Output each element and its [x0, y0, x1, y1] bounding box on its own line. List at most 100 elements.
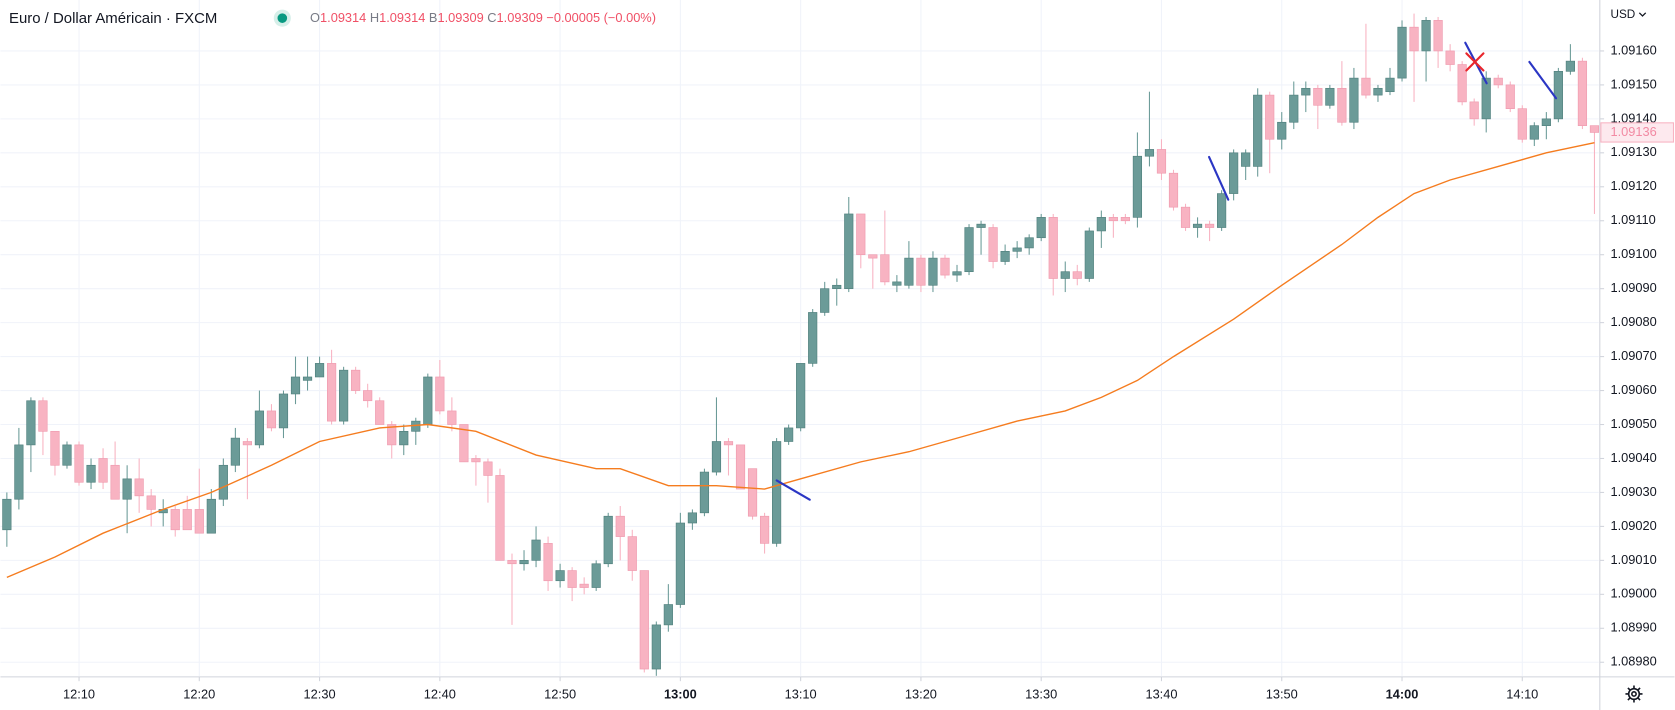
candle-body: [1229, 152, 1239, 194]
currency-label[interactable]: USD: [1610, 8, 1635, 21]
candle-body: [675, 522, 685, 605]
candle-body: [387, 424, 397, 446]
y-tick-label: 1.09120: [1610, 178, 1656, 193]
candle-body: [808, 312, 818, 364]
candle-body: [1409, 26, 1419, 52]
candle-body: [254, 410, 265, 446]
y-tick-label: 1.09050: [1610, 416, 1656, 431]
candle-body: [880, 254, 890, 283]
x-tick-label: 13:50: [1266, 686, 1298, 701]
x-tick-label: 13:40: [1145, 686, 1177, 701]
candle-body: [326, 363, 337, 422]
y-tick-label: 1.09110: [1610, 212, 1655, 227]
candle-body: [735, 444, 746, 490]
header-value: 1.09309: [437, 11, 483, 26]
candle-body: [916, 257, 926, 286]
candle-body: [579, 583, 589, 588]
candle-body: [1421, 20, 1431, 52]
axes: 1.08980 1.08990 1.09000 1.09010 1.09020 1.090…: [63, 42, 1675, 701]
candle-body: [1108, 217, 1118, 222]
candle-body: [98, 458, 108, 483]
y-tick-label: 1.09160: [1610, 42, 1656, 57]
y-tick-label: 1.09100: [1610, 246, 1656, 261]
candle-body: [868, 254, 878, 259]
candle-body: [1156, 149, 1167, 174]
trend-line: [1207, 155, 1230, 201]
candle-body: [1204, 223, 1215, 228]
candle-body: [531, 539, 541, 561]
candle-body: [1397, 26, 1407, 79]
candle-body: [1289, 94, 1299, 123]
candle-body: [519, 560, 529, 565]
candle-body: [447, 410, 457, 425]
y-tick-label: 1.09130: [1610, 144, 1656, 159]
candle-body: [134, 478, 144, 497]
candle-body: [266, 410, 277, 429]
candle-body: [62, 444, 72, 466]
x-tick-label: 14:00: [1386, 686, 1419, 701]
candle-body: [1265, 94, 1275, 140]
candle-body: [1241, 152, 1251, 167]
candle-body: [170, 509, 180, 531]
header-change: −0.00005 (−0.00%): [546, 11, 656, 26]
candle-body: [218, 464, 228, 500]
y-tick-label: 1.08990: [1610, 620, 1656, 635]
candle-body: [1565, 60, 1575, 72]
header-key: H: [370, 11, 379, 26]
candle-body: [351, 369, 361, 391]
y-tick-label: 1.09070: [1610, 348, 1656, 363]
candle-body: [399, 430, 409, 446]
candle-body: [278, 393, 289, 429]
candle-body: [796, 363, 806, 429]
candle-body: [423, 376, 433, 425]
settings-icon[interactable]: [1625, 685, 1643, 703]
y-tick-label: 1.09140: [1610, 110, 1656, 125]
x-tick-label: 12:40: [424, 686, 456, 701]
y-tick-label: 1.09080: [1610, 314, 1656, 329]
candle-body: [14, 444, 24, 500]
y-tick-label: 1.09010: [1610, 552, 1656, 567]
y-tick-label: 1.09150: [1610, 76, 1656, 91]
candle-body: [603, 515, 613, 565]
candle-body: [663, 604, 673, 626]
candle-body: [1577, 60, 1588, 126]
x-tick-label: 12:30: [304, 686, 336, 701]
candle-body: [1024, 237, 1034, 249]
candle-body: [182, 509, 192, 531]
candle-body: [784, 427, 794, 442]
candle-body: [1445, 50, 1455, 65]
candle-body: [820, 288, 830, 313]
trend-line: [775, 479, 811, 501]
candle-body: [952, 271, 962, 276]
candle-body: [591, 563, 601, 588]
last-price-box: [1600, 122, 1675, 143]
plot: [2, 13, 1600, 676]
candle-body: [1192, 223, 1203, 228]
candle-body: [122, 478, 132, 500]
candle-body: [74, 444, 84, 483]
currency-chevron[interactable]: [1638, 12, 1647, 17]
header-value: 1.09314: [320, 11, 366, 26]
candle-body: [1457, 64, 1467, 103]
candle-body: [1180, 206, 1191, 228]
candle-body: [495, 475, 505, 561]
candle-body: [1217, 193, 1227, 228]
candle-body: [555, 570, 565, 582]
candle-body: [1589, 125, 1600, 133]
candle-body: [759, 515, 770, 544]
candle-body: [964, 227, 974, 273]
candle-body: [86, 464, 96, 483]
candle-body: [483, 461, 493, 476]
candle-body: [1325, 87, 1335, 106]
candle-body: [339, 369, 349, 422]
gear-hub: [1631, 691, 1637, 697]
candle-body: [856, 213, 866, 256]
candle-body: [1000, 250, 1010, 262]
candle-body: [844, 213, 854, 289]
candle-body: [651, 624, 661, 670]
candle-body: [146, 495, 156, 510]
candle-body: [50, 430, 60, 466]
candle-body: [1481, 77, 1491, 120]
y-tick-label: 1.09060: [1610, 382, 1656, 397]
candle-body: [1168, 172, 1179, 208]
